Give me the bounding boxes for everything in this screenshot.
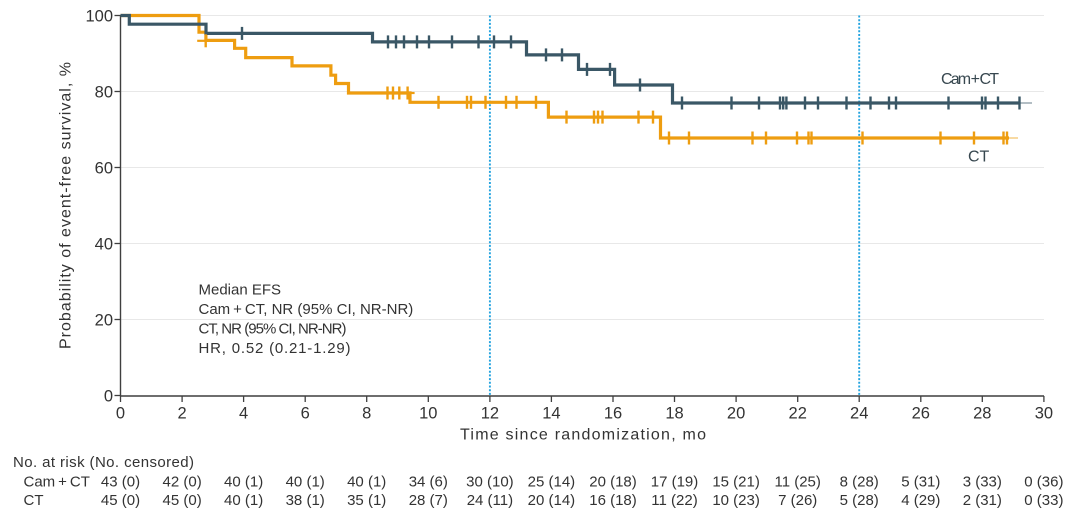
svg-text:22: 22 [789, 405, 807, 423]
svg-text:45 (0): 45 (0) [163, 492, 202, 509]
svg-text:0: 0 [104, 387, 113, 405]
svg-text:0 (36): 0 (36) [1024, 474, 1063, 491]
svg-text:30 (10): 30 (10) [466, 474, 514, 491]
svg-text:42 (0): 42 (0) [163, 474, 202, 491]
svg-text:4 (29): 4 (29) [901, 492, 940, 509]
svg-text:CT, NR (95% CI, NR-NR): CT, NR (95% CI, NR-NR) [199, 321, 347, 338]
svg-text:30: 30 [1035, 405, 1053, 423]
svg-text:11 (25): 11 (25) [774, 474, 820, 491]
svg-text:38 (1): 38 (1) [286, 492, 325, 509]
svg-text:8 (28): 8 (28) [840, 474, 879, 491]
svg-text:Median EFS: Median EFS [199, 282, 282, 299]
svg-text:7 (26): 7 (26) [778, 492, 817, 509]
svg-text:16 (18): 16 (18) [589, 492, 637, 509]
svg-text:20: 20 [727, 405, 745, 423]
svg-text:4: 4 [239, 405, 248, 423]
svg-text:20 (18): 20 (18) [589, 474, 637, 491]
svg-text:40: 40 [95, 235, 113, 253]
svg-text:17 (19): 17 (19) [651, 474, 699, 491]
svg-text:2: 2 [178, 405, 187, 423]
svg-text:80: 80 [95, 83, 113, 101]
svg-text:40 (1): 40 (1) [224, 492, 263, 509]
svg-text:20 (14): 20 (14) [528, 492, 576, 509]
svg-text:CT: CT [24, 492, 44, 509]
svg-text:0: 0 [116, 405, 125, 423]
svg-text:No. at risk (No. censored): No. at risk (No. censored) [13, 454, 194, 471]
svg-text:18: 18 [665, 405, 683, 423]
svg-text:8: 8 [362, 405, 371, 423]
svg-text:6: 6 [301, 405, 310, 423]
svg-text:60: 60 [95, 159, 113, 177]
svg-text:16: 16 [604, 405, 622, 423]
svg-text:5 (28): 5 (28) [840, 492, 879, 509]
svg-text:100: 100 [85, 7, 113, 25]
svg-text:11 (22): 11 (22) [651, 492, 697, 509]
svg-text:15 (21): 15 (21) [712, 474, 760, 491]
svg-text:25 (14): 25 (14) [528, 474, 576, 491]
svg-text:45 (0): 45 (0) [101, 492, 140, 509]
svg-text:HR, 0.52 (0.21-1.29): HR, 0.52 (0.21-1.29) [199, 340, 351, 357]
svg-text:35 (1): 35 (1) [347, 492, 386, 509]
svg-text:40 (1): 40 (1) [286, 474, 325, 491]
svg-text:24: 24 [850, 405, 868, 423]
svg-text:34 (6): 34 (6) [409, 474, 448, 491]
svg-text:Time since randomization, mo: Time since randomization, mo [460, 427, 706, 444]
svg-text:3 (33): 3 (33) [963, 474, 1002, 491]
svg-text:Probability of event-free surv: Probability of event-free survival, % [58, 62, 75, 349]
svg-text:10 (23): 10 (23) [712, 492, 760, 509]
svg-text:Cam + CT: Cam + CT [24, 474, 90, 491]
svg-text:24 (11): 24 (11) [467, 492, 513, 509]
svg-text:28 (7): 28 (7) [409, 492, 448, 509]
svg-text:40 (1): 40 (1) [347, 474, 386, 491]
svg-text:12: 12 [481, 405, 499, 423]
svg-text:43 (0): 43 (0) [101, 474, 140, 491]
svg-text:5 (31): 5 (31) [901, 474, 940, 491]
svg-text:20: 20 [95, 311, 113, 329]
svg-text:14: 14 [542, 405, 560, 423]
svg-text:2 (31): 2 (31) [963, 492, 1002, 509]
svg-text:0 (33): 0 (33) [1024, 492, 1063, 509]
svg-text:40 (1): 40 (1) [224, 474, 263, 491]
svg-text:10: 10 [419, 405, 437, 423]
svg-text:Cam + CT: Cam + CT [941, 71, 999, 88]
svg-text:Cam + CT, NR (95% CI, NR-NR): Cam + CT, NR (95% CI, NR-NR) [199, 301, 414, 318]
svg-text:26: 26 [912, 405, 930, 423]
svg-text:CT: CT [968, 149, 990, 166]
svg-text:28: 28 [973, 405, 991, 423]
